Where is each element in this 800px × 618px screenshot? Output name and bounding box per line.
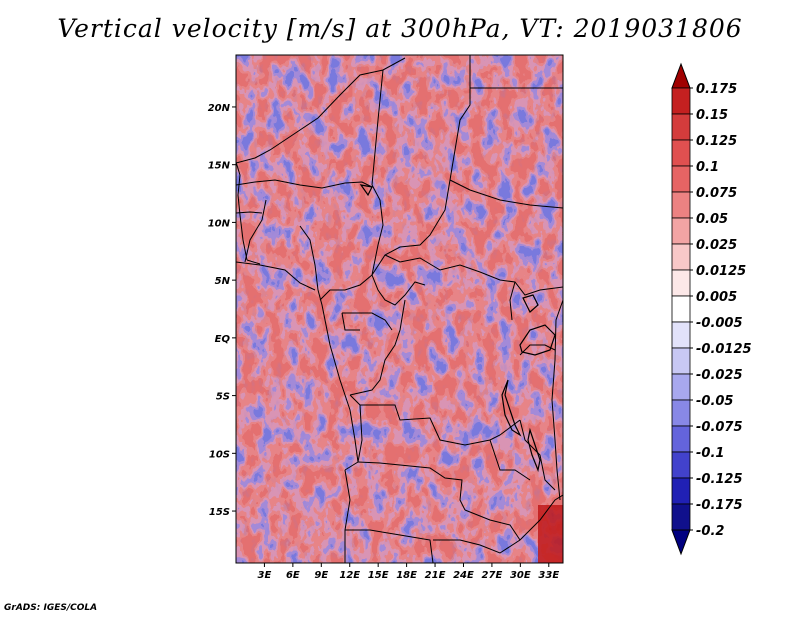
colorbar-label: 0.0125 <box>696 264 746 279</box>
lon-tick-label: 27E <box>482 570 503 581</box>
lon-tick-label: 30E <box>510 570 531 581</box>
colorbar-swatch <box>671 191 691 219</box>
lon-tick-label: 15E <box>368 570 389 581</box>
colorbar-label: -0.0125 <box>696 342 752 357</box>
colorbar-label: 0.125 <box>696 134 737 149</box>
colorbar-label: 0.15 <box>696 108 728 123</box>
colorbar-label: 0.175 <box>696 82 737 97</box>
colorbar-swatch <box>671 503 691 531</box>
lon-tick-label: 6E <box>286 570 300 581</box>
colorbar-swatch <box>671 165 691 193</box>
colorbar-label: 0.1 <box>696 160 719 175</box>
coastline <box>236 161 563 501</box>
colorbar-swatch <box>671 113 691 141</box>
colorbar-label: -0.125 <box>696 472 743 487</box>
colorbar-label: 0.075 <box>696 186 737 201</box>
colorbar-swatch <box>671 347 691 375</box>
lake-outlines <box>359 184 556 473</box>
lat-tick-label: 5N <box>215 276 231 287</box>
colorbar-label: -0.2 <box>696 524 724 539</box>
lon-tick-label: 33E <box>538 570 559 581</box>
chart-title: Vertical velocity [m/s] at 300hPa, VT: 2… <box>57 14 743 43</box>
lon-tick-label: 18E <box>396 570 417 581</box>
colorbar-swatch <box>671 295 691 323</box>
colorbar-swatch <box>671 321 691 349</box>
lat-tick-label: EQ <box>215 334 231 345</box>
lon-tick-label: 21E <box>425 570 446 581</box>
colorbar-label: 0.005 <box>696 290 737 305</box>
colorbar-max-arrow <box>671 62 691 89</box>
colorbar-label: -0.075 <box>696 420 743 435</box>
lat-tick-label: 20N <box>208 103 231 114</box>
colorbar-label: -0.025 <box>696 368 743 383</box>
lat-tick-label: 15S <box>209 507 230 518</box>
colorbar-label: -0.005 <box>696 316 743 331</box>
lon-tick-label: 9E <box>314 570 328 581</box>
colorbar-label: -0.175 <box>696 498 743 513</box>
country-borders <box>236 55 563 563</box>
lat-tick-label: 15N <box>208 161 231 172</box>
colorbar-label: -0.05 <box>696 394 733 409</box>
longitude-axis: 3E 6E 9E 12E 15E 18E 21E 24E 27E 30E 33E <box>258 563 559 581</box>
grads-credit: GrADS: IGES/COLA <box>4 603 98 613</box>
colorbar-swatch <box>671 243 691 271</box>
map-frame <box>235 54 564 564</box>
colorbar-swatch <box>671 139 691 167</box>
colorbar-label: 0.05 <box>696 212 728 227</box>
colorbar-swatch <box>671 399 691 427</box>
lat-tick-label: 10S <box>209 449 230 460</box>
colorbar-label: 0.025 <box>696 238 737 253</box>
strong-updraft-patch <box>538 505 563 563</box>
lon-tick-label: 24E <box>453 570 474 581</box>
latitude-axis: 20N 15N 10N 5N EQ 5S 10S 15S <box>208 103 236 518</box>
colorbar-label: -0.1 <box>696 446 724 461</box>
colorbar-swatch <box>671 477 691 505</box>
velocity-field <box>236 55 563 563</box>
lat-tick-label: 10N <box>208 218 231 229</box>
colorbar-min-arrow <box>671 529 691 556</box>
colorbar: 0.175 0.15 0.125 0.1 0.075 0.05 0.025 0.0125 0.0… <box>671 62 752 556</box>
lat-tick-label: 5S <box>216 392 230 403</box>
colorbar-swatch <box>671 425 691 453</box>
colorbar-swatch <box>671 451 691 479</box>
lon-tick-label: 12E <box>339 570 360 581</box>
map-plot-area: 3E 6E 9E 12E 15E 18E 21E 24E 27E 30E 33E 20N 15N 10N… <box>208 54 564 581</box>
colorbar-swatch <box>671 87 691 115</box>
colorbar-swatch <box>671 269 691 297</box>
colorbar-swatch <box>671 373 691 401</box>
colorbar-swatch <box>671 217 691 245</box>
lon-tick-label: 3E <box>258 570 272 581</box>
